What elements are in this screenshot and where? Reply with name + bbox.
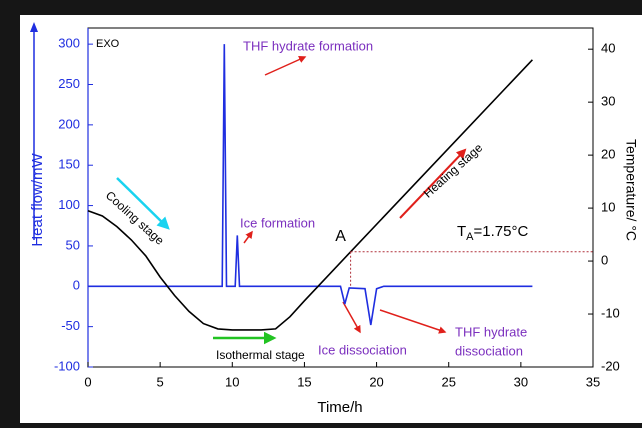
x-tick-label: 5	[157, 374, 164, 389]
x-tick-label: 10	[225, 374, 239, 389]
arrow	[116, 177, 170, 230]
y-tick-label: 150	[58, 157, 80, 172]
arrow	[243, 230, 253, 244]
y-tick-label: -50	[61, 318, 80, 333]
x-tick-label: 0	[84, 374, 91, 389]
y2-axis-title: Temperature/ °C	[623, 139, 639, 241]
y-tick-label: 100	[58, 197, 80, 212]
y-tick-label: 50	[66, 237, 80, 252]
x-tick-label: 35	[586, 374, 600, 389]
exo-arrow-head	[30, 22, 38, 32]
annotation: Ice dissociation	[318, 342, 407, 357]
y-axis-title: Heat flow/mW	[29, 152, 46, 246]
label-part: A	[466, 231, 474, 243]
arrow	[342, 301, 361, 334]
y2-tick-label: 10	[601, 200, 615, 215]
y2-tick-label: -10	[601, 305, 620, 320]
x-tick-label: 25	[441, 374, 455, 389]
series-line	[87, 59, 533, 331]
y-tick-label: 300	[58, 36, 80, 51]
x-tick-label: 15	[297, 374, 311, 389]
x-axis-title: Time/h	[317, 399, 362, 416]
label-part: =1.75°C	[474, 223, 529, 240]
canvas	[20, 15, 642, 423]
y-tick-label: 200	[58, 116, 80, 131]
y2-tick-label: -20	[601, 358, 620, 373]
x-tick-label: 30	[514, 374, 528, 389]
annotation: dissociation	[455, 343, 523, 358]
annotation: THF hydrate	[455, 324, 527, 339]
y2-tick-label: 40	[601, 41, 615, 56]
arrow	[379, 309, 447, 334]
annotation: Ice formation	[240, 215, 315, 230]
point-value: TA=1.75°C	[457, 223, 528, 243]
annotation: THF hydrate formation	[243, 38, 373, 53]
annotation: EXO	[96, 38, 120, 50]
y2-tick-label: 30	[601, 94, 615, 109]
y-tick-label: 250	[58, 76, 80, 91]
arrow	[264, 56, 307, 76]
y-tick-label: -100	[54, 358, 80, 373]
arrow	[399, 148, 467, 219]
series-line	[88, 44, 533, 326]
y-tick-label: 0	[73, 278, 80, 293]
y2-tick-label: 20	[601, 147, 615, 162]
y2-tick-label: 0	[601, 253, 608, 268]
annotation: Isothermal stage	[216, 348, 305, 362]
label-part: T	[457, 223, 466, 240]
x-tick-label: 20	[369, 374, 383, 389]
point-label: A	[335, 228, 346, 245]
